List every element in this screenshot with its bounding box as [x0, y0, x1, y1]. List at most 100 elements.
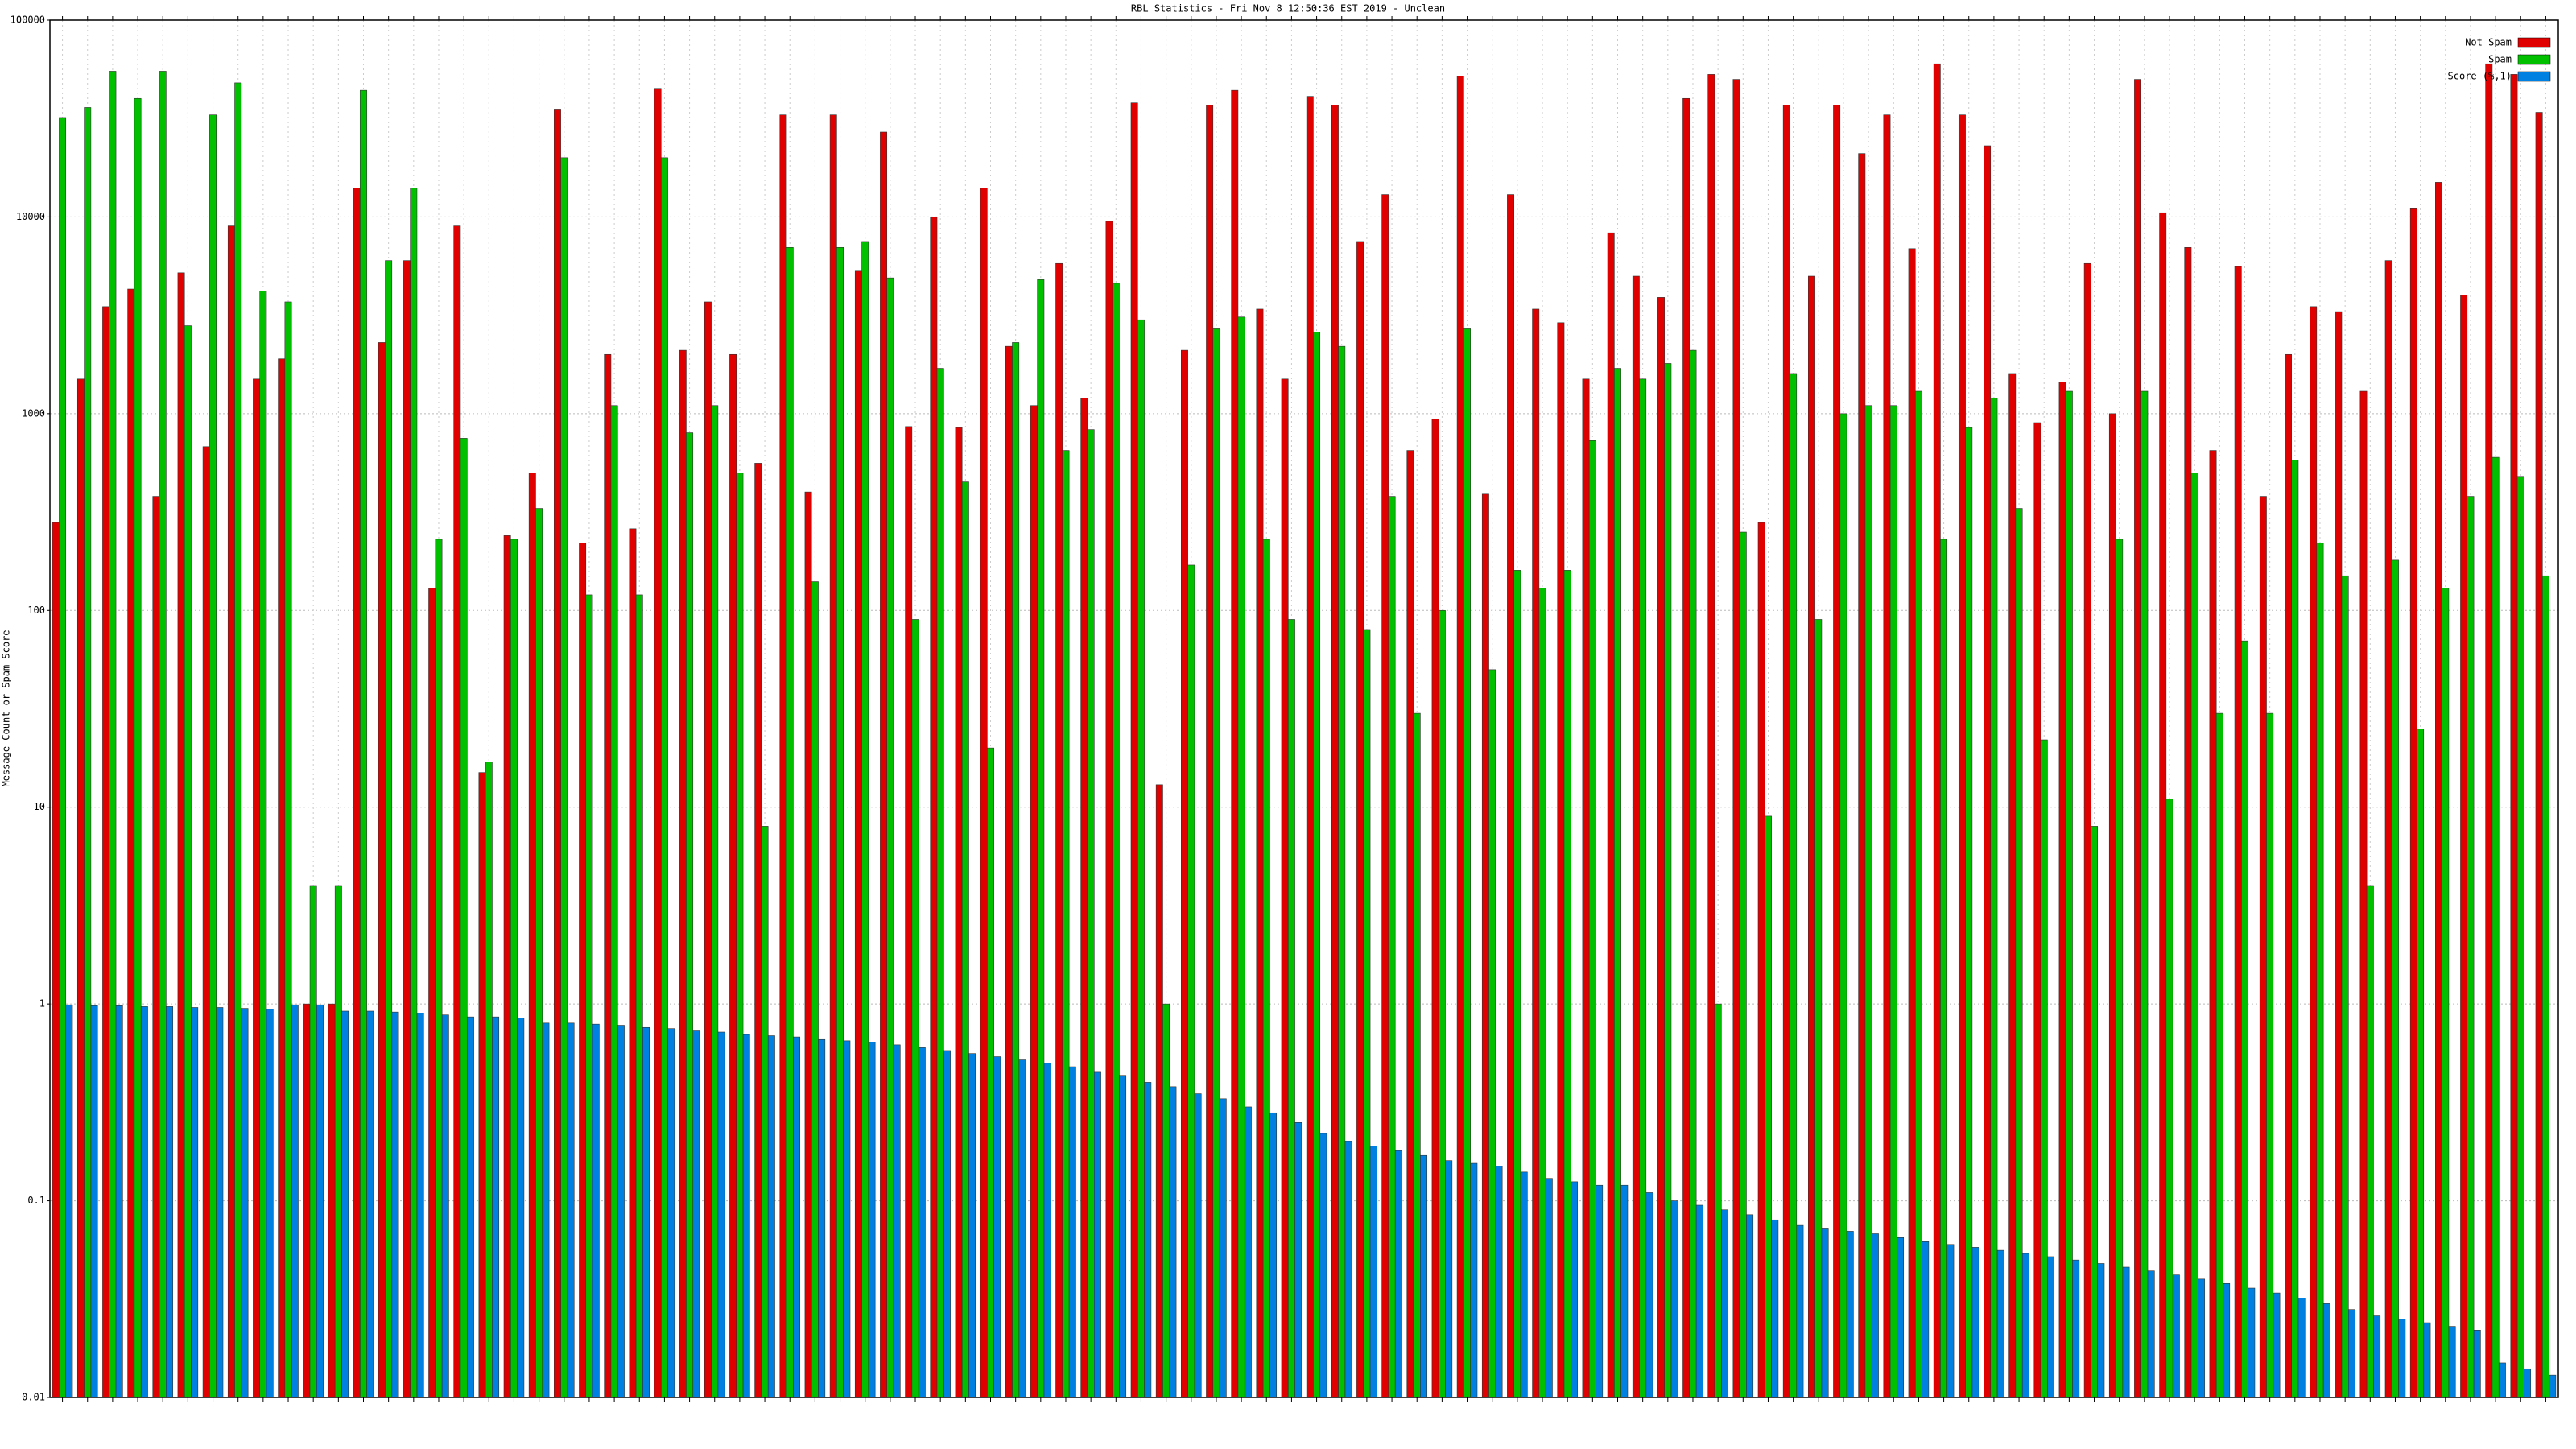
bar [1538, 588, 1546, 1398]
bar [1657, 297, 1665, 1398]
bar [2366, 885, 2374, 1398]
bar [1965, 427, 1973, 1398]
bar [1381, 194, 1389, 1398]
legend-label: Not Spam [2465, 37, 2512, 48]
bar [1093, 1071, 1101, 1398]
bar [1864, 405, 1872, 1398]
bar [2008, 373, 2017, 1398]
bar [2015, 508, 2023, 1398]
bar [804, 491, 812, 1398]
bar [567, 1022, 575, 1398]
bar [836, 246, 844, 1398]
bar [943, 1050, 951, 1398]
bar [410, 188, 418, 1398]
bar [2116, 539, 2124, 1398]
bar [2147, 1270, 2155, 1398]
bar [1996, 1249, 2004, 1398]
bar [209, 114, 217, 1398]
y-tick-label: 1 [39, 998, 45, 1009]
bar [742, 1034, 750, 1398]
bar [1695, 1204, 1703, 1398]
bar [1306, 96, 1314, 1398]
bar [2122, 1266, 2130, 1398]
bar [2058, 382, 2066, 1398]
bar [1707, 74, 1715, 1398]
bar [184, 325, 192, 1398]
bar [1507, 194, 1515, 1398]
bar [2259, 496, 2267, 1398]
bar [886, 277, 894, 1398]
bar [1782, 105, 1790, 1398]
bar [585, 594, 593, 1398]
y-tick-label: 10 [34, 801, 45, 812]
bar [1645, 1192, 1653, 1398]
bar [786, 246, 794, 1398]
bar [811, 581, 819, 1398]
bar [1331, 105, 1339, 1398]
bar [1144, 1082, 1152, 1398]
bar [1889, 405, 1897, 1398]
bar [202, 446, 210, 1398]
bar [1080, 398, 1088, 1398]
bar [2398, 1319, 2406, 1398]
bar [717, 1031, 725, 1398]
legend-label: Spam [2488, 54, 2512, 65]
bar [535, 508, 543, 1398]
bar [936, 368, 944, 1398]
bar [1582, 378, 1590, 1398]
bar [266, 1009, 274, 1398]
bar [905, 426, 913, 1398]
bar [2541, 575, 2549, 1398]
bar [2209, 450, 2217, 1398]
bar [227, 225, 235, 1398]
bar [1012, 342, 1020, 1398]
bar [1206, 105, 1214, 1398]
bar [2033, 422, 2041, 1398]
bar [328, 1003, 336, 1398]
bar [604, 353, 612, 1398]
bar [1420, 1154, 1427, 1398]
bar [893, 1044, 901, 1398]
y-tick-label: 10000 [16, 211, 45, 222]
bar [1338, 345, 1346, 1398]
bar [84, 107, 92, 1398]
bar [592, 1023, 600, 1398]
bar [968, 1053, 976, 1398]
bar [102, 306, 110, 1398]
bar [1557, 322, 1565, 1398]
bar [1470, 1162, 1478, 1398]
bar [115, 1005, 123, 1398]
bar [1563, 570, 1571, 1398]
bar [1313, 332, 1321, 1398]
bar [2341, 575, 2349, 1398]
bar [152, 496, 160, 1398]
bar [1757, 522, 1765, 1398]
bar [1664, 363, 1672, 1398]
legend-swatch [2517, 54, 2551, 65]
bar [1790, 373, 1798, 1398]
bar [1438, 609, 1446, 1398]
y-tick-label: 0.01 [22, 1392, 45, 1403]
bar [1406, 450, 1414, 1398]
bar [2291, 460, 2299, 1398]
bar [2021, 1253, 2029, 1398]
bar [2498, 1362, 2506, 1398]
bar [2334, 311, 2343, 1398]
bar [1814, 619, 1823, 1398]
bar [987, 747, 994, 1398]
bar [579, 543, 587, 1398]
bar [1369, 1146, 1377, 1398]
bar [191, 1007, 199, 1398]
bar [1237, 316, 1245, 1398]
bar [1005, 345, 1013, 1398]
bar [711, 405, 719, 1398]
bar [403, 260, 411, 1398]
bar [1456, 76, 1464, 1398]
legend-label: Score (%,1) [2448, 71, 2512, 82]
bar [303, 1003, 311, 1398]
bar [1194, 1093, 1202, 1398]
bar [2159, 212, 2167, 1398]
bar [779, 114, 787, 1398]
bar [1162, 1003, 1170, 1398]
bar [2190, 473, 2198, 1398]
